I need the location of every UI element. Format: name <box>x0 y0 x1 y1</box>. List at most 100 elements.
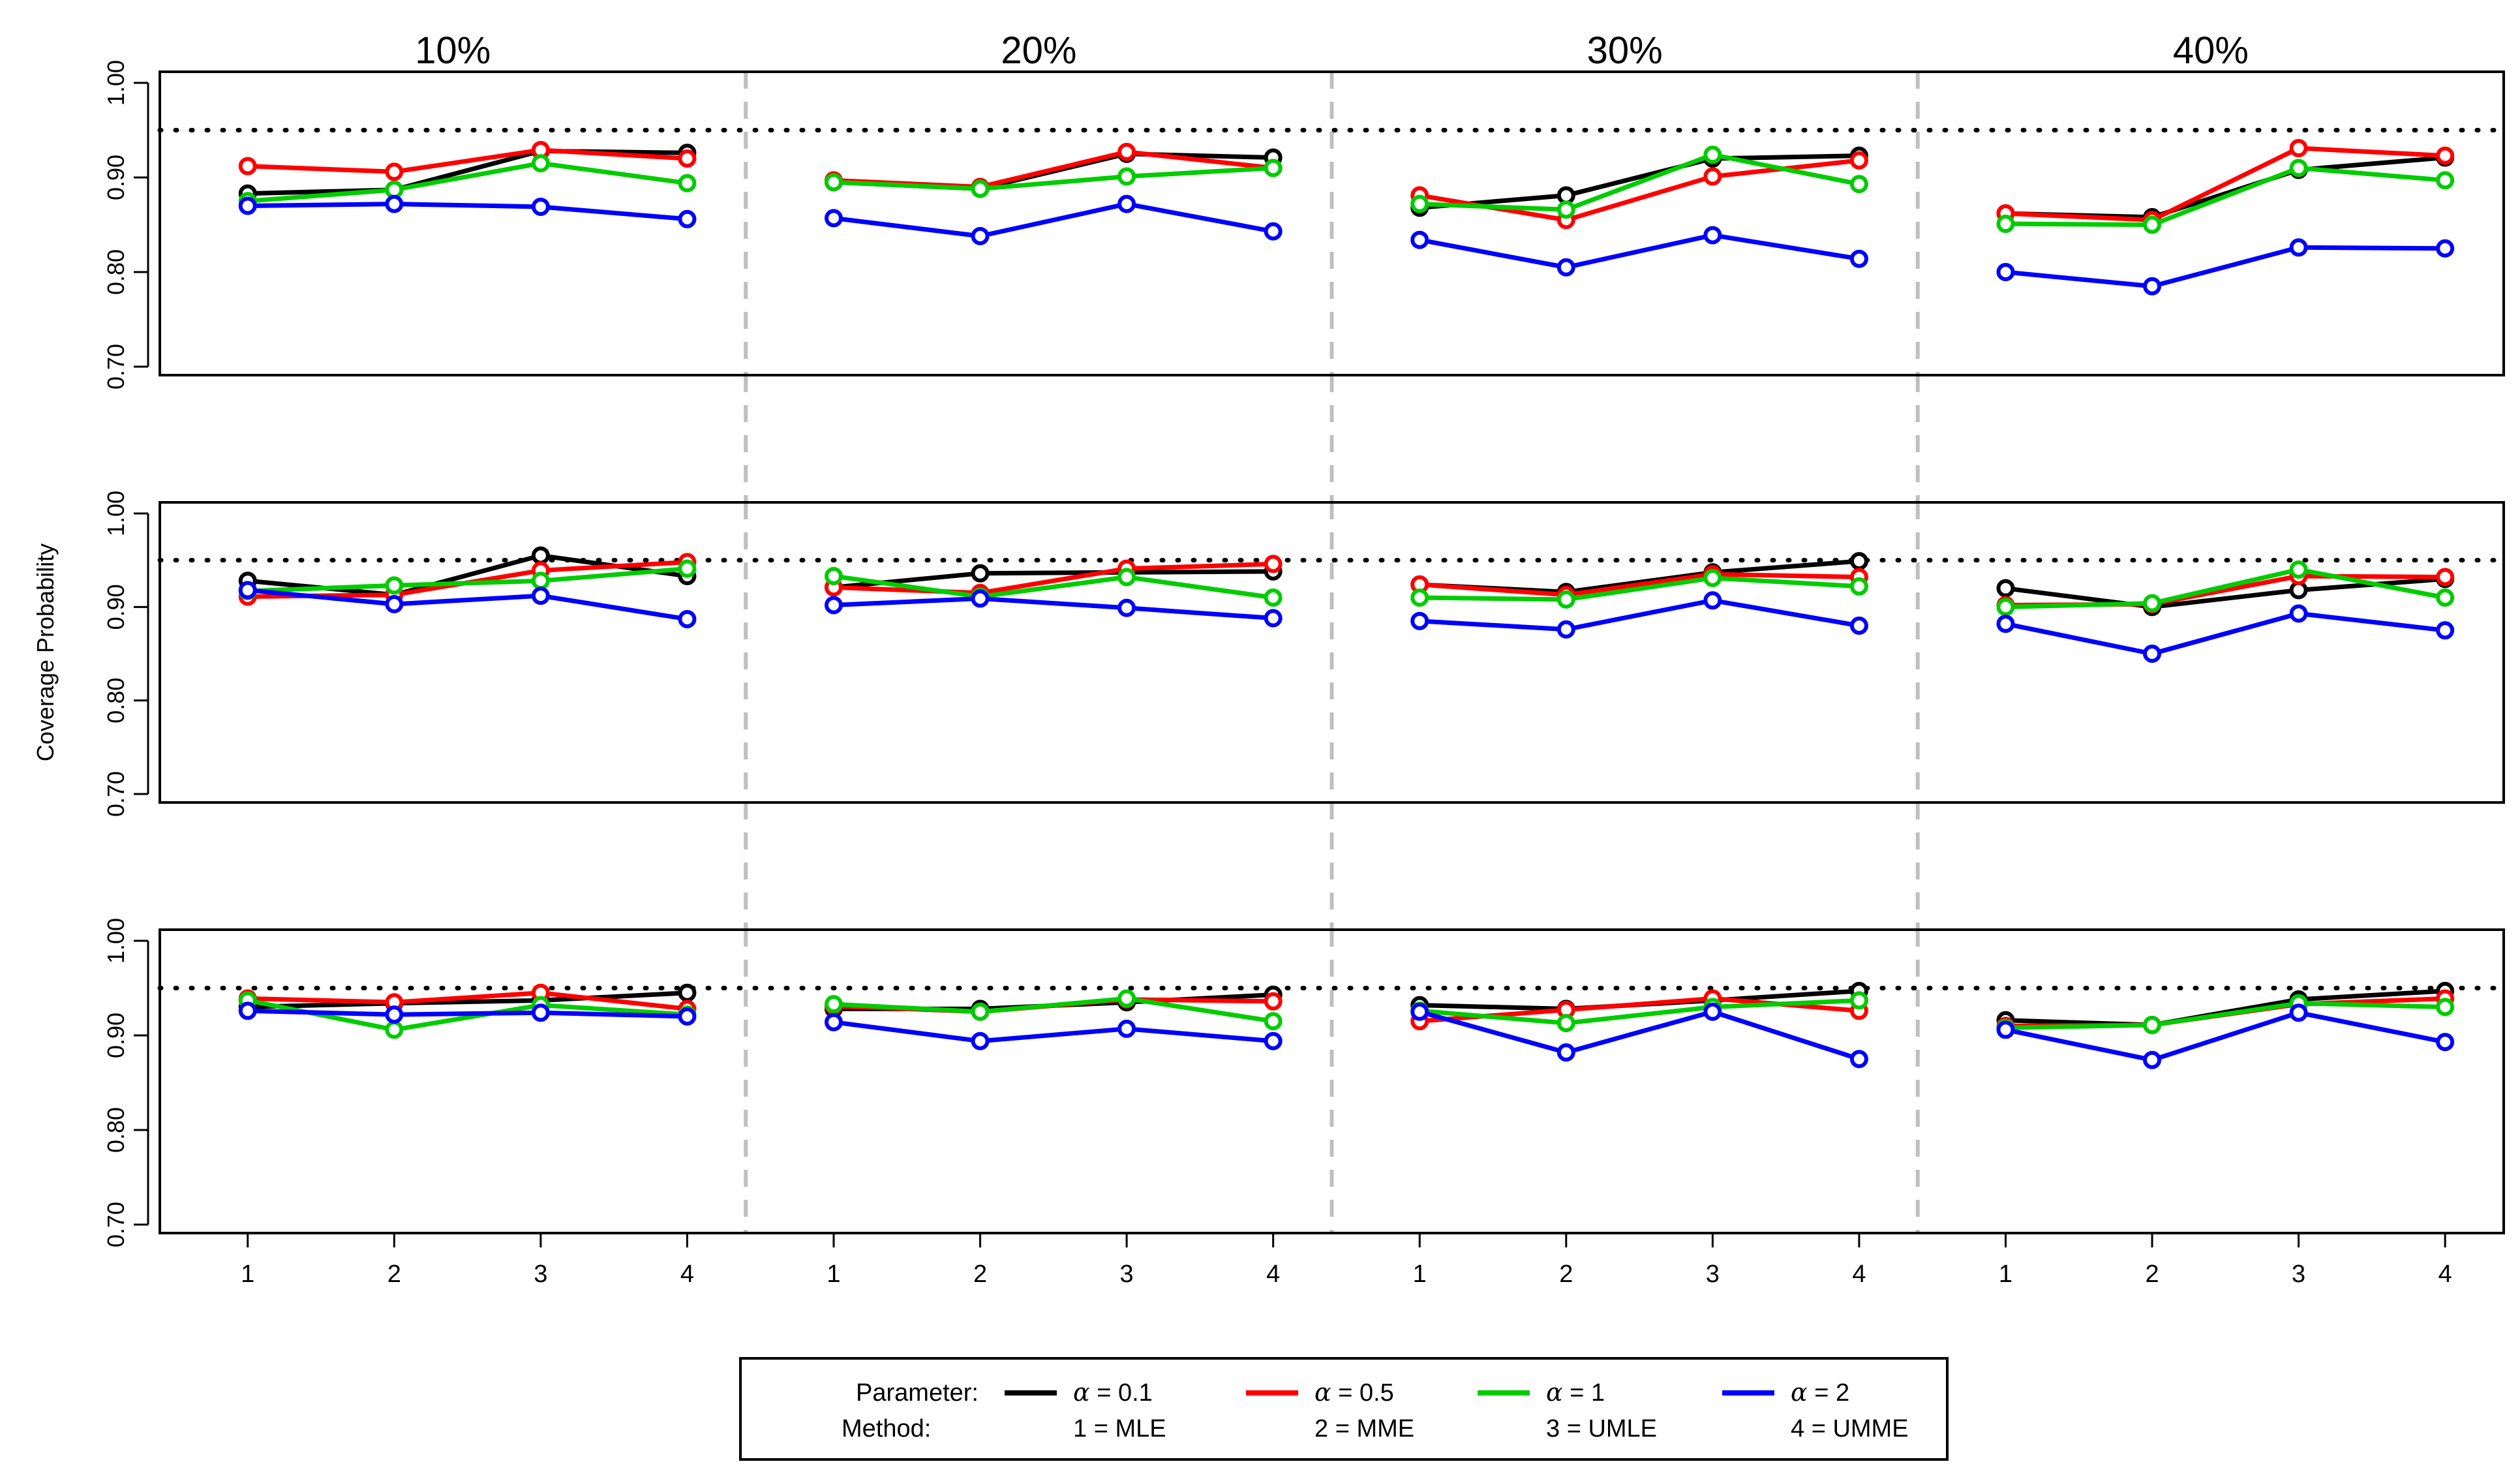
legend-method-value: 3 = UMLE <box>1546 1415 1657 1443</box>
series-line <box>2005 1010 2446 1063</box>
x-tick-label: 3 <box>534 1260 547 1288</box>
y-axis-label: Coverage Probability <box>32 543 59 761</box>
data-point <box>385 1005 404 1024</box>
data-point <box>678 209 697 228</box>
x-axis: 1 2 3 4 1 2 3 4 1 2 3 4 1 2 3 4 <box>241 1232 2452 1288</box>
data-point <box>2289 238 2308 257</box>
data-point <box>2143 645 2162 663</box>
x-tick-label: 2 <box>2145 1260 2159 1288</box>
series-line <box>1419 232 1860 270</box>
x-tick-label: 1 <box>827 1260 840 1288</box>
series-line <box>247 998 688 1032</box>
data-point <box>1264 555 1283 573</box>
series-line <box>247 990 688 1009</box>
x-tick-label: 4 <box>1852 1260 1866 1288</box>
data-point <box>1264 588 1283 607</box>
data-point <box>2436 998 2455 1016</box>
legend-entry-3: α = 1 3 = UMLE <box>1478 1378 1657 1443</box>
data-point <box>678 609 697 628</box>
series-line <box>1419 598 1860 632</box>
y-tick-label: 0.70 <box>102 344 129 389</box>
series-line <box>833 561 1273 596</box>
data-point <box>678 149 697 168</box>
legend-entry-2: α = 0.5 2 = MME <box>1246 1378 1414 1443</box>
data-point <box>1264 609 1283 628</box>
data-point <box>971 1002 990 1021</box>
series-line <box>1419 572 1859 598</box>
series-line <box>2005 145 2446 222</box>
data-point <box>2436 588 2455 607</box>
data-point <box>1556 258 1575 277</box>
data-point <box>2289 1003 2308 1022</box>
data-point <box>1996 215 2015 234</box>
legend-parameter-label: Parameter: <box>856 1379 979 1407</box>
data-point <box>1117 568 1136 587</box>
data-point <box>1996 579 2015 598</box>
series-4 <box>238 1001 2455 1069</box>
y-tick-label: 0.90 <box>102 155 129 200</box>
data-point <box>238 196 257 215</box>
y-tick-label: 0.80 <box>102 249 129 295</box>
data-point <box>971 226 990 245</box>
series-line <box>247 160 688 204</box>
x-tick-label: 3 <box>1120 1260 1134 1288</box>
legend-parameter-value: α = 2 <box>1791 1378 1849 1407</box>
series-line <box>2005 166 2446 227</box>
legend-parameter-value: α = 0.1 <box>1073 1378 1153 1407</box>
data-point <box>531 154 550 173</box>
data-point <box>1410 1002 1429 1021</box>
series-line <box>247 1008 688 1019</box>
data-point <box>2436 621 2455 640</box>
data-point <box>678 174 697 192</box>
data-point <box>238 1001 257 1020</box>
data-point <box>238 157 257 176</box>
data-point <box>1117 598 1136 617</box>
x-tick-label: 4 <box>1266 1260 1280 1288</box>
data-point <box>1996 263 2015 281</box>
data-point <box>385 162 404 181</box>
legend-parameter-value: α = 1 <box>1546 1378 1605 1407</box>
data-point <box>385 180 404 199</box>
data-point <box>2289 560 2308 579</box>
x-tick-label: 2 <box>387 1260 401 1288</box>
legend-box <box>739 1357 1949 1461</box>
series-line <box>1419 998 1860 1026</box>
series-line <box>247 147 688 174</box>
data-point <box>2436 146 2455 165</box>
data-point <box>1556 1043 1575 1062</box>
series-line <box>247 588 688 622</box>
series-3 <box>238 559 2455 617</box>
series-line <box>833 202 1274 239</box>
series-4 <box>238 581 2455 663</box>
data-point <box>1117 142 1136 161</box>
series-line <box>833 596 1273 621</box>
x-tick-label: 3 <box>2292 1260 2305 1288</box>
data-point <box>531 572 550 590</box>
data-point <box>2289 604 2308 623</box>
data-point <box>1849 1050 1868 1069</box>
plot-border <box>159 501 2505 804</box>
data-point <box>238 581 257 600</box>
data-point <box>1849 577 1868 596</box>
data-point <box>1264 992 1283 1011</box>
data-point <box>1849 617 1868 635</box>
panel-title-4: 40% <box>2173 29 2249 72</box>
y-tick-label: 0.90 <box>102 584 129 630</box>
data-point <box>1410 611 1429 630</box>
series-line <box>247 990 688 1011</box>
series-line <box>2005 567 2446 609</box>
data-point <box>971 179 990 198</box>
series-line <box>1419 153 1859 210</box>
series-line <box>1419 152 1860 212</box>
x-tick-label: 2 <box>973 1260 987 1288</box>
data-point <box>1996 1020 2015 1039</box>
data-point <box>971 1031 990 1050</box>
series-3 <box>238 989 2455 1039</box>
data-point <box>2143 594 2162 613</box>
data-point <box>2289 139 2308 158</box>
x-tick-label: 1 <box>1999 1260 2012 1288</box>
row-3: 0.70 0.80 0.90 1.00 <box>102 918 2506 1247</box>
data-point <box>2143 277 2162 296</box>
data-point <box>1849 552 1868 571</box>
data-point <box>824 995 843 1014</box>
